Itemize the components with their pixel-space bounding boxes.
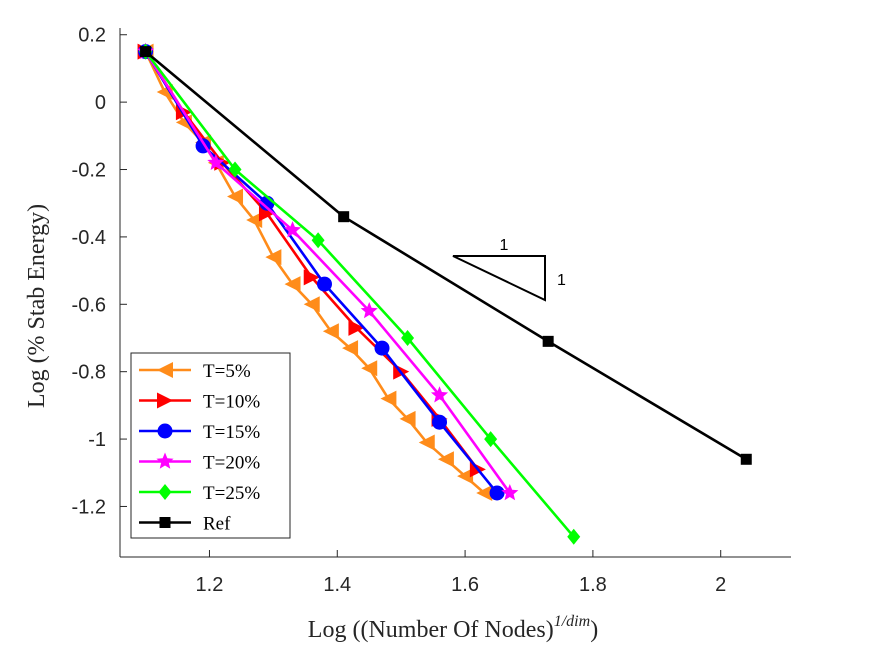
- data-point: [361, 360, 378, 377]
- legend-label: T=5%: [203, 361, 251, 382]
- y-tick-label: -1: [88, 429, 106, 451]
- legend-marker: [157, 392, 173, 409]
- y-tick-label: -0.2: [72, 160, 106, 182]
- legend-marker: [156, 452, 174, 469]
- data-point: [284, 276, 301, 293]
- data-point: [322, 323, 339, 340]
- x-axis-label-exponent: 1/dim: [554, 613, 590, 630]
- legend-item: T=5%: [139, 361, 251, 382]
- data-point: [457, 468, 474, 485]
- legend-item: T=15%: [139, 422, 260, 443]
- data-point: [484, 431, 498, 448]
- legend-item: T=25%: [139, 483, 260, 504]
- series-line: [144, 50, 747, 461]
- x-axis-label-main: (Number Of Nodes): [360, 617, 553, 643]
- legend-label: T=20%: [203, 453, 260, 474]
- x-axis-label-close: ): [590, 617, 598, 643]
- legend-item: T=20%: [139, 452, 260, 474]
- data-point: [342, 340, 359, 357]
- y-tick-label: 0.2: [78, 25, 106, 47]
- data-point: [303, 296, 320, 313]
- data-point: [338, 211, 350, 223]
- data-point: [476, 484, 493, 501]
- data-point: [380, 390, 397, 407]
- axes: 1.2 1.4 1.6 1.8 2 0.2 0 -0.2 -0.4 -0.6 -0.8 -1 -1.2: [72, 25, 791, 596]
- slope-triangle: 11: [452, 237, 566, 302]
- x-axis-label-prefix: Log (: [308, 617, 361, 643]
- legend-label: Ref: [203, 514, 231, 535]
- x-tick-label: 2: [715, 574, 726, 596]
- data-point: [303, 269, 320, 286]
- data-point: [567, 528, 581, 545]
- x-tick-label: 1.2: [196, 574, 224, 596]
- y-tick-label: -0.4: [72, 227, 106, 249]
- x-axis-label: Log ((Number Of Nodes)1/dim): [308, 613, 598, 643]
- data-point: [228, 161, 242, 178]
- y-tick-label: -1.2: [72, 496, 106, 518]
- data-point: [265, 249, 282, 266]
- data-point: [283, 221, 302, 238]
- data-point: [207, 153, 225, 171]
- x-tick-label: 1.4: [323, 574, 351, 596]
- y-tick-label: 0: [95, 92, 106, 114]
- legend-item: Ref: [139, 514, 231, 535]
- y-tick-label: -0.6: [72, 294, 106, 316]
- data-point: [437, 451, 454, 468]
- data-point: [316, 276, 332, 292]
- slope-triangle-shape: [452, 255, 546, 302]
- data-point: [227, 188, 244, 205]
- y-axis-label: Log (% Stab Energy): [24, 204, 50, 408]
- y-tick-label: -0.8: [72, 362, 106, 384]
- data-point: [399, 410, 416, 427]
- data-point: [401, 329, 415, 346]
- legend-label: T=25%: [203, 483, 260, 504]
- series-line: [144, 50, 511, 494]
- data-point: [501, 483, 519, 501]
- legend: T=5% T=10% T=15% T=20% T=25% Ref: [130, 352, 291, 539]
- data-point: [489, 485, 505, 501]
- legend-marker: [157, 362, 173, 378]
- data-point: [348, 319, 365, 336]
- data-point: [374, 340, 390, 356]
- legend-marker: [157, 423, 173, 439]
- series-layer: [137, 42, 752, 545]
- series-line: [144, 50, 575, 538]
- x-tick-label: 1.8: [579, 574, 607, 596]
- legend-label: T=15%: [203, 422, 260, 443]
- data-point: [542, 335, 554, 347]
- legend-box: [130, 352, 291, 539]
- series-5: [140, 46, 752, 465]
- data-point: [311, 232, 325, 249]
- x-tick-label: 1.6: [451, 574, 479, 596]
- legend-marker: [159, 517, 171, 528]
- data-point: [432, 414, 448, 430]
- data-point: [740, 453, 752, 465]
- slope-horizontal-label: 1: [500, 237, 509, 254]
- legend-marker: [158, 484, 172, 500]
- axis-labels: Log ((Number Of Nodes)1/dim) Log (% Stab …: [24, 204, 598, 643]
- data-point: [418, 434, 435, 451]
- data-point: [430, 386, 449, 403]
- legend-label: T=10%: [203, 392, 260, 413]
- data-point: [140, 46, 152, 58]
- legend-item: T=10%: [139, 392, 260, 413]
- slope-vertical-label: 1: [557, 272, 566, 289]
- data-point: [246, 212, 263, 229]
- data-point: [360, 302, 378, 319]
